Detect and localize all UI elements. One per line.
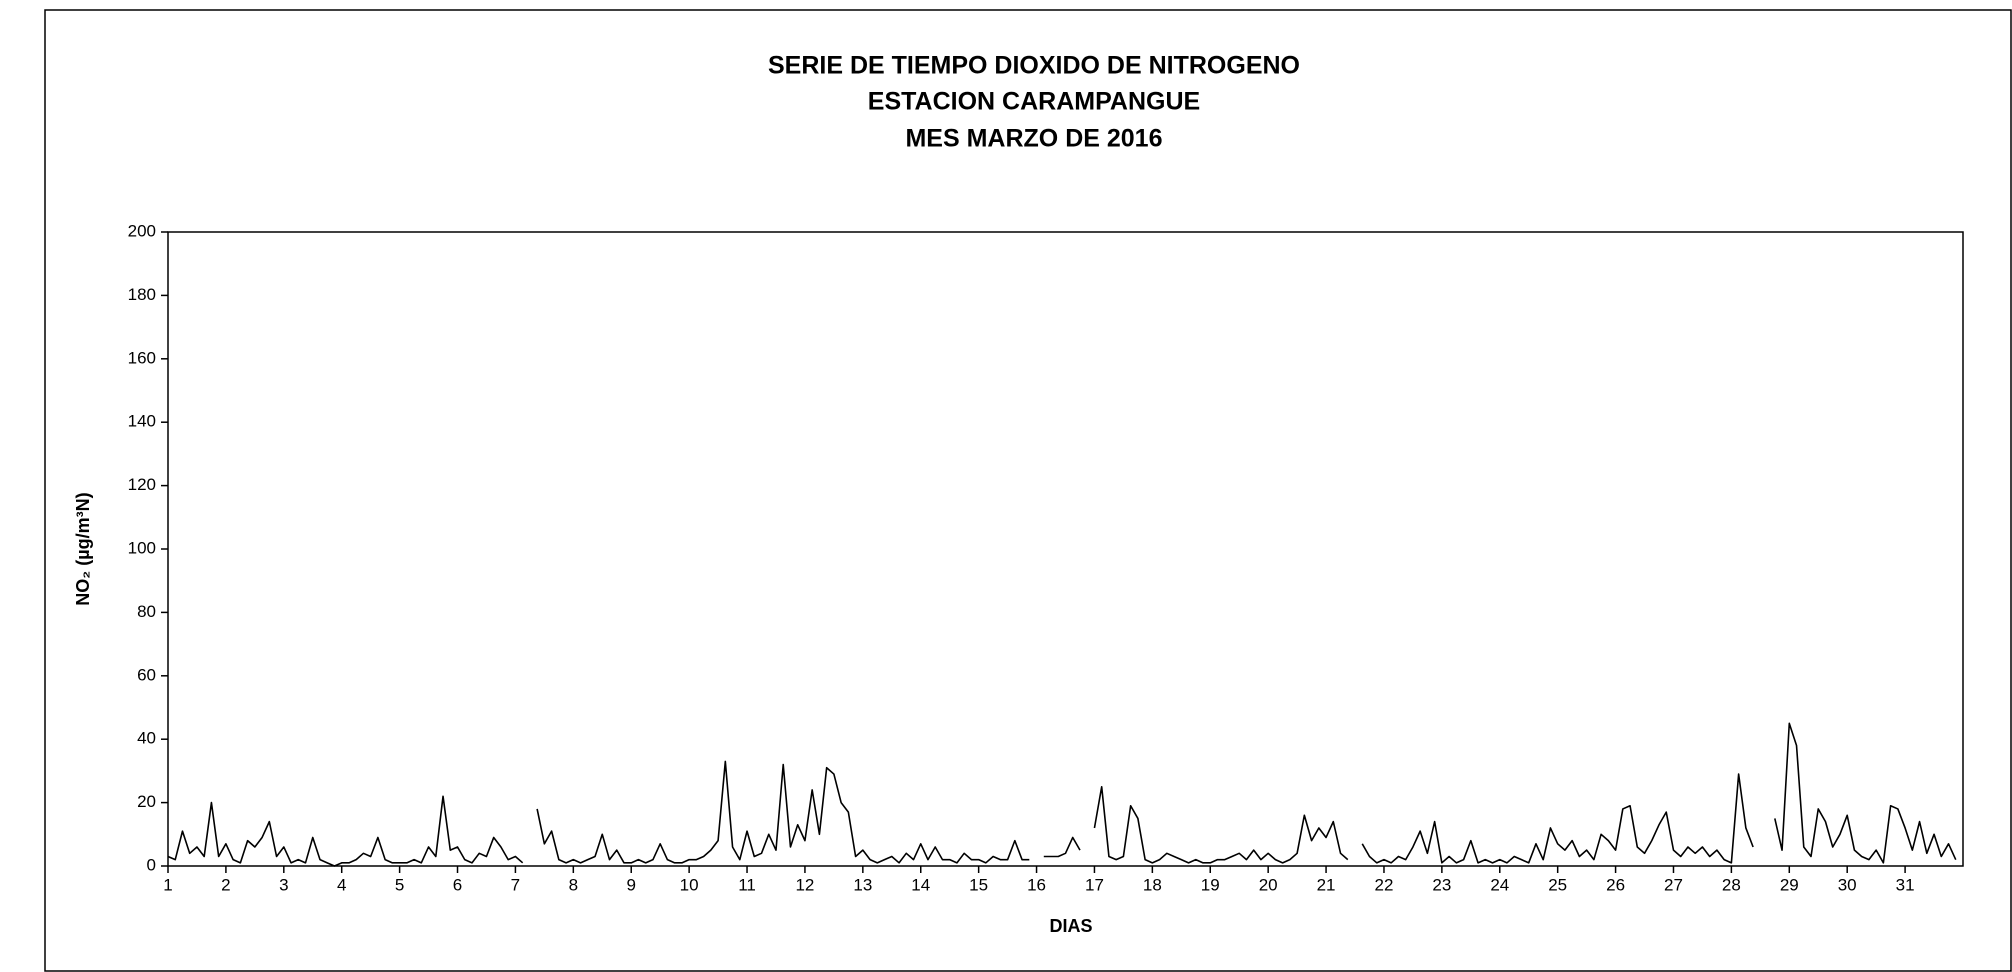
y-tick-label: 0 <box>147 855 156 874</box>
y-tick-label: 20 <box>137 792 156 811</box>
x-tick-label: 19 <box>1201 875 1220 894</box>
x-tick-label: 23 <box>1432 875 1451 894</box>
x-tick-label: 13 <box>853 875 872 894</box>
y-tick-label: 40 <box>137 729 156 748</box>
x-tick-label: 5 <box>395 875 404 894</box>
y-tick-label: 160 <box>128 348 156 367</box>
x-tick-label: 20 <box>1259 875 1278 894</box>
x-tick-label: 18 <box>1143 875 1162 894</box>
y-tick-label: 140 <box>128 412 156 431</box>
x-tick-label: 3 <box>279 875 288 894</box>
y-tick-label: 120 <box>128 475 156 494</box>
chart-border <box>44 9 2012 972</box>
x-tick-label: 12 <box>795 875 814 894</box>
x-tick-label: 29 <box>1780 875 1799 894</box>
y-tick-label: 200 <box>128 221 156 240</box>
x-tick-label: 22 <box>1375 875 1394 894</box>
data-line <box>167 722 1957 867</box>
x-tick-label: 31 <box>1896 875 1915 894</box>
x-tick-label: 2 <box>221 875 230 894</box>
x-tick-label: 25 <box>1548 875 1567 894</box>
y-tick-label: 100 <box>128 538 156 557</box>
chart-title: ESTACION CARAMPANGUE <box>868 88 1200 116</box>
x-tick-label: 8 <box>569 875 578 894</box>
x-tick-label: 9 <box>626 875 635 894</box>
chart-title: MES MARZO DE 2016 <box>905 125 1162 153</box>
x-tick-label: 10 <box>680 875 699 894</box>
x-tick-label: 16 <box>1027 875 1046 894</box>
x-tick-label: 27 <box>1664 875 1683 894</box>
y-tick-label: 180 <box>128 285 156 304</box>
x-tick-label: 24 <box>1490 875 1509 894</box>
x-tick-label: 17 <box>1085 875 1104 894</box>
y-axis-label: NO₂ (µg/m³N) <box>73 492 93 605</box>
y-tick-label: 60 <box>137 665 156 684</box>
x-tick-label: 28 <box>1722 875 1741 894</box>
x-tick-label: 1 <box>163 875 172 894</box>
x-tick-label: 4 <box>337 875 346 894</box>
x-tick-label: 14 <box>911 875 930 894</box>
chart-title: SERIE DE TIEMPO DIOXIDO DE NITROGENO <box>768 52 1300 80</box>
x-tick-label: 21 <box>1317 875 1336 894</box>
x-tick-label: 7 <box>511 875 520 894</box>
x-tick-label: 11 <box>738 875 756 894</box>
x-tick-label: 15 <box>969 875 988 894</box>
x-tick-label: 6 <box>453 875 462 894</box>
y-tick-label: 80 <box>137 602 156 621</box>
x-tick-label: 30 <box>1838 875 1857 894</box>
x-tick-label: 26 <box>1606 875 1625 894</box>
x-axis-label: DIAS <box>1049 916 1092 936</box>
